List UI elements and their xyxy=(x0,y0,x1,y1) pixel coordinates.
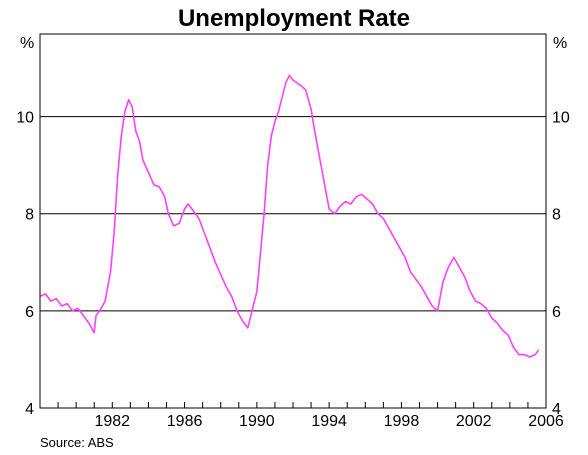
x-tick-label-2006: 2006 xyxy=(528,413,564,430)
x-ticks: 1982 1986 1990 1994 1998 2002 2006 xyxy=(39,402,564,430)
y-tick-label-left: 6 xyxy=(25,304,34,321)
x-tick-label-1982: 1982 xyxy=(94,413,130,430)
series-layer xyxy=(39,74,540,358)
y-tick-label-left: 8 xyxy=(25,207,34,224)
plot-border xyxy=(39,33,547,409)
y-tick-label-right: 6 xyxy=(552,304,561,321)
y-axis-unit-left: % xyxy=(20,35,34,52)
source-note: Source: ABS xyxy=(40,435,114,450)
x-tick-label-2002: 2002 xyxy=(456,413,492,430)
x-tick-label-1998: 1998 xyxy=(384,413,420,430)
x-tick-label-1990: 1990 xyxy=(239,413,275,430)
series-line-0 xyxy=(39,74,540,358)
chart-title: Unemployment Rate xyxy=(178,5,410,32)
x-tick-label-1994: 1994 xyxy=(311,413,347,430)
plot-frame xyxy=(39,33,547,409)
y-tick-label-right: 4 xyxy=(552,401,561,418)
y-tick-label-left: 4 xyxy=(25,401,34,418)
y-ticks-right: 4 6 8 10 xyxy=(552,110,570,418)
x-tick-label-1986: 1986 xyxy=(167,413,203,430)
y-tick-label-left: 10 xyxy=(16,110,34,127)
y-ticks-left: 4 6 8 10 xyxy=(16,110,34,418)
y-tick-label-right: 10 xyxy=(552,110,570,127)
y-tick-label-right: 8 xyxy=(552,207,561,224)
y-axis-unit-right: % xyxy=(553,35,567,52)
